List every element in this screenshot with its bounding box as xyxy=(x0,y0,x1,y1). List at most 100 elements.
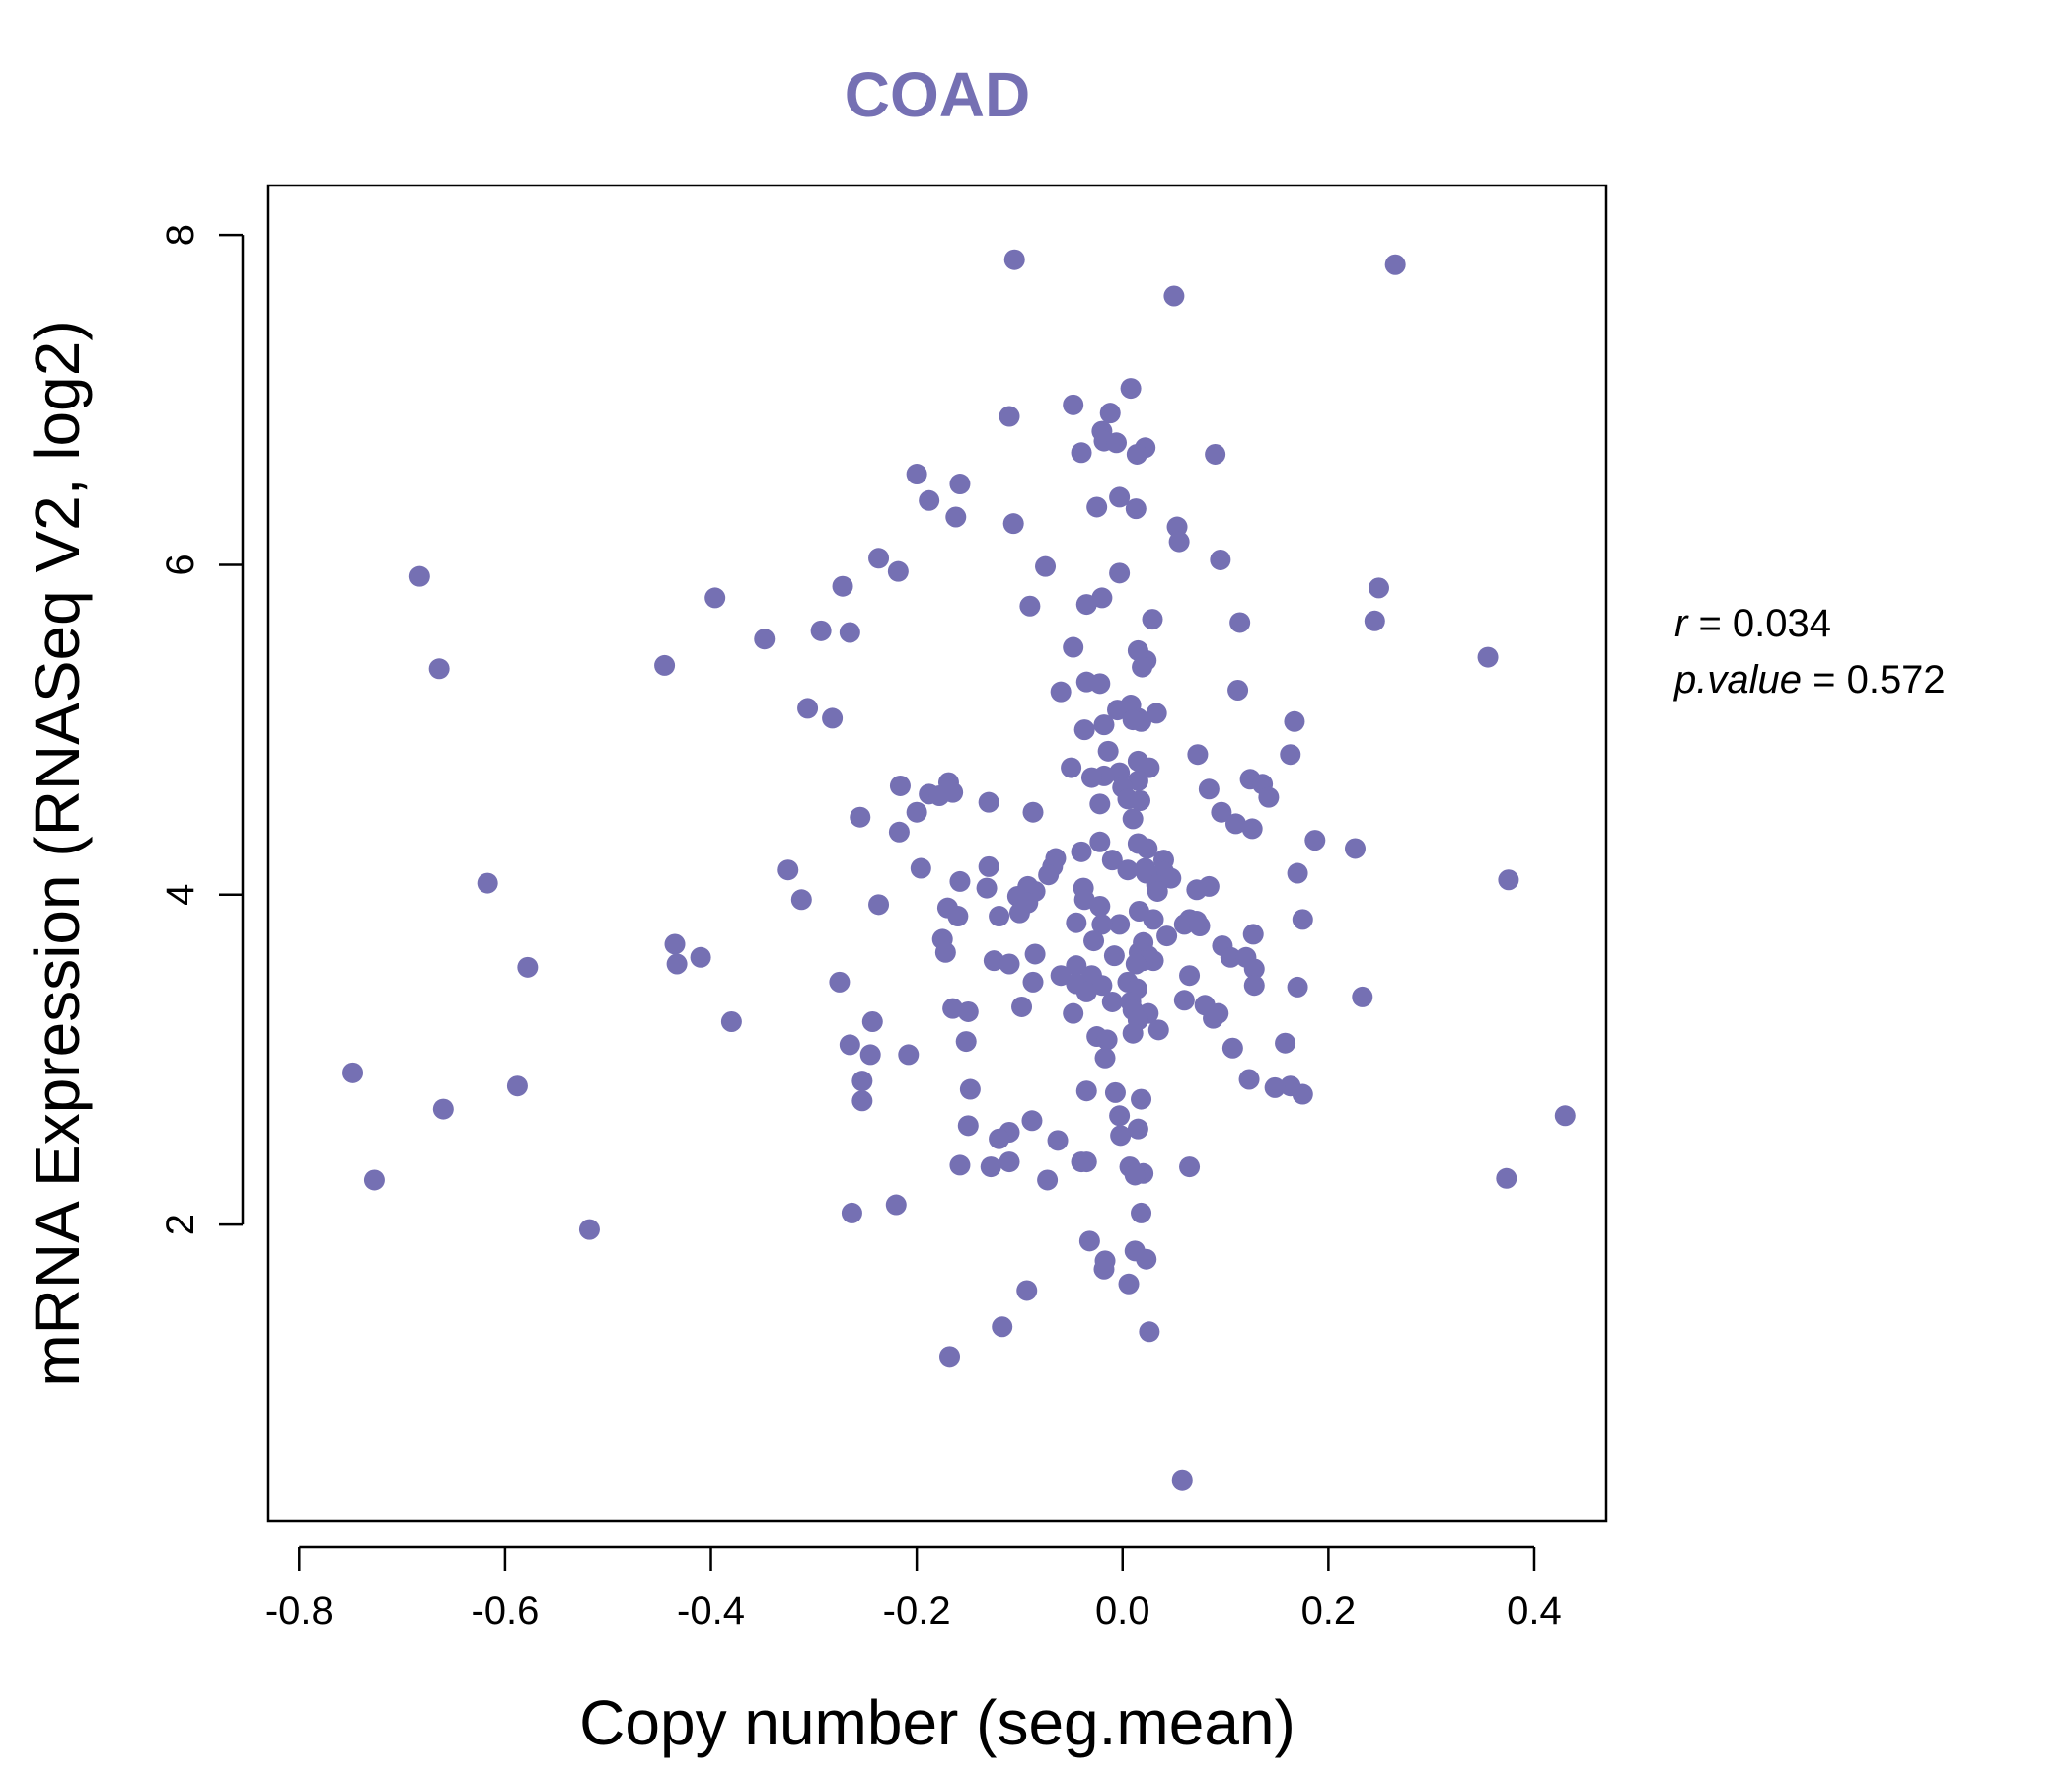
data-point xyxy=(1071,442,1092,464)
data-point xyxy=(1156,925,1178,947)
data-points xyxy=(342,249,1576,1491)
data-point xyxy=(810,620,832,641)
data-point xyxy=(1109,486,1131,508)
data-point xyxy=(1220,946,1241,968)
data-point xyxy=(955,1031,977,1053)
x-tick-label: 0.4 xyxy=(1507,1590,1562,1633)
data-point xyxy=(1089,831,1111,852)
data-point xyxy=(949,474,971,495)
y-axis: 2 4 6 8 xyxy=(159,224,245,1235)
data-point xyxy=(888,821,910,843)
data-point xyxy=(1205,443,1226,465)
data-point xyxy=(1080,767,1102,788)
svg-text:p.value = 0.572: p.value = 0.572 xyxy=(1673,658,1946,702)
x-tick-label: -0.8 xyxy=(265,1590,333,1633)
data-point xyxy=(1179,1156,1201,1178)
data-point xyxy=(1117,859,1139,881)
data-point xyxy=(1498,869,1519,891)
data-point xyxy=(1047,1130,1069,1151)
data-point xyxy=(428,658,450,680)
data-point xyxy=(1105,432,1127,454)
data-point xyxy=(1002,513,1024,535)
data-point xyxy=(1292,1083,1313,1105)
data-point xyxy=(1110,1125,1132,1147)
data-point xyxy=(959,1078,981,1100)
data-point xyxy=(989,1128,1010,1149)
r-value: 0.034 xyxy=(1733,602,1831,645)
data-point xyxy=(342,1062,364,1083)
x-axis-label: Copy number (seg.mean) xyxy=(579,1687,1295,1758)
data-point xyxy=(829,971,851,993)
data-point xyxy=(1071,841,1092,862)
data-point xyxy=(1139,1321,1160,1343)
data-point xyxy=(432,1098,454,1120)
data-point xyxy=(1008,902,1030,924)
data-point xyxy=(1075,594,1097,616)
data-point xyxy=(1224,813,1246,835)
data-point xyxy=(517,956,539,978)
data-point xyxy=(910,857,931,879)
data-point xyxy=(1287,862,1308,884)
x-tick-label: -0.6 xyxy=(471,1590,539,1633)
data-point xyxy=(851,1090,873,1112)
data-point xyxy=(1122,709,1144,731)
data-point xyxy=(666,953,688,975)
data-point xyxy=(1097,740,1119,762)
data-point xyxy=(1275,1032,1296,1054)
x-tick-label: -0.4 xyxy=(677,1590,745,1633)
data-point xyxy=(1094,1047,1116,1069)
data-point xyxy=(1210,549,1231,570)
data-point xyxy=(1147,880,1168,902)
data-point xyxy=(690,946,711,968)
data-point xyxy=(1126,443,1147,465)
data-point xyxy=(1038,864,1060,886)
data-point xyxy=(861,1011,883,1033)
data-point xyxy=(1107,700,1129,721)
data-point xyxy=(1384,254,1406,275)
data-point xyxy=(1011,996,1033,1017)
data-point xyxy=(839,1034,860,1056)
data-point xyxy=(1118,1273,1140,1295)
data-point xyxy=(1198,778,1220,800)
data-point xyxy=(949,870,971,892)
data-point xyxy=(1093,714,1115,736)
data-point xyxy=(1089,673,1111,695)
data-point xyxy=(1143,909,1164,930)
data-point xyxy=(1131,1088,1152,1110)
svg-text:r = 0.034: r = 0.034 xyxy=(1674,602,1831,645)
chart-title: COAD xyxy=(845,59,1030,130)
data-point xyxy=(1496,1167,1517,1189)
data-point xyxy=(999,406,1020,427)
data-point xyxy=(928,784,950,806)
data-point xyxy=(906,801,927,823)
data-point xyxy=(957,1000,979,1022)
data-point xyxy=(1096,1029,1118,1051)
data-point xyxy=(1284,710,1305,732)
data-point xyxy=(1238,1069,1260,1090)
data-point xyxy=(1093,1258,1115,1280)
data-point xyxy=(1022,801,1044,823)
data-point xyxy=(1066,912,1087,933)
data-point xyxy=(1242,924,1264,945)
data-point xyxy=(1127,1118,1148,1140)
p-label: p.value xyxy=(1673,658,1802,702)
data-point xyxy=(1304,830,1326,851)
data-point xyxy=(1099,403,1121,424)
data-point xyxy=(976,877,998,899)
data-point xyxy=(1073,719,1095,741)
data-point xyxy=(1003,249,1025,270)
data-point xyxy=(1063,636,1084,658)
data-point xyxy=(1061,757,1082,778)
data-point xyxy=(1163,285,1185,307)
data-point xyxy=(1477,646,1499,668)
data-point xyxy=(578,1219,600,1240)
p-equals: = xyxy=(1802,658,1847,702)
data-point xyxy=(1103,945,1125,967)
data-point xyxy=(841,1202,862,1223)
data-point xyxy=(1368,577,1389,599)
x-tick-label: 0.2 xyxy=(1301,1590,1357,1633)
data-point xyxy=(1120,378,1142,400)
data-point xyxy=(942,998,964,1019)
data-point xyxy=(1075,981,1097,1002)
data-point xyxy=(887,560,909,582)
